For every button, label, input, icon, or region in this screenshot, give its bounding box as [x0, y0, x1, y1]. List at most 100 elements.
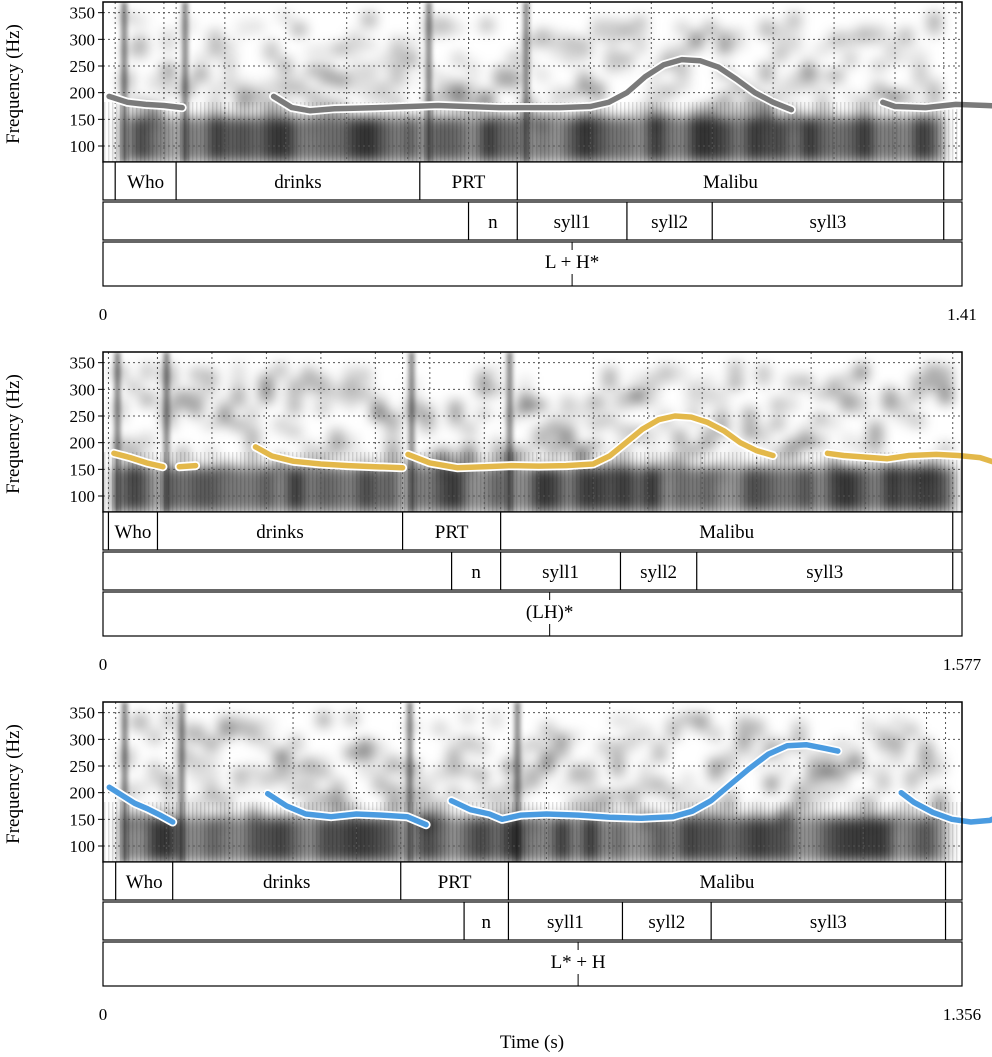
- tier-box: [102, 161, 963, 201]
- pitch-segment-5: [824, 450, 992, 465]
- y-axis-label: Frequency (Hz): [3, 24, 24, 144]
- tier-box: [102, 201, 963, 241]
- tier-label: drinks: [256, 522, 304, 543]
- tone-label: (LH)*: [526, 602, 573, 623]
- tier-label: drinks: [274, 172, 322, 193]
- x-axis: 0 1.356: [99, 1005, 981, 1024]
- tier-box: [102, 241, 963, 287]
- y-axis: 100 150 200 250 300 350 Frequency (Hz): [3, 704, 103, 856]
- y-tick-label: 150: [70, 460, 96, 479]
- y-tick-label: 250: [70, 407, 96, 426]
- tone-tier: (LH)*: [102, 591, 963, 637]
- annotation-tiers: Who drinks PRT Malibu n syll1 syll2 syll3 L* + H: [102, 861, 963, 987]
- pitch-contour: [104, 55, 992, 116]
- spectrogram: [103, 2, 962, 162]
- y-tick-label: 250: [70, 757, 96, 776]
- y-tick-label: 300: [70, 730, 96, 749]
- x-start-label: 0: [99, 655, 108, 674]
- tier-box: [102, 941, 963, 987]
- word-tier: Who drinks PRT Malibu: [102, 511, 963, 551]
- y-tick-label: 100: [70, 837, 96, 856]
- pitch-segment-1: [111, 450, 166, 470]
- pitch-contour: [109, 411, 992, 473]
- y-tick-label: 350: [70, 354, 96, 373]
- tone-label: L* + H: [551, 952, 606, 973]
- x-start-label: 0: [99, 1005, 108, 1024]
- y-tick-label: 200: [70, 784, 96, 803]
- y-tick-label: 350: [70, 704, 96, 723]
- tier-box: [102, 861, 963, 901]
- x-axis: 0 1.577: [99, 655, 982, 674]
- pitch-segment-3: [448, 741, 841, 823]
- spectrogram: [103, 702, 962, 862]
- grid: [103, 2, 962, 162]
- tier-label: syll1: [542, 562, 579, 583]
- pitch-segment-1: [106, 784, 176, 825]
- tier-label: Malibu: [699, 522, 754, 543]
- tone-label-bg: [544, 950, 613, 974]
- pitch-segment-4: [898, 789, 992, 825]
- y-tick-label: 300: [70, 380, 96, 399]
- x-end-label: 1.41: [947, 305, 977, 324]
- tier-label: Who: [114, 522, 151, 543]
- tier-label: PRT: [435, 522, 469, 543]
- y-tick-label: 350: [70, 4, 96, 23]
- annotation-tiers: Who drinks PRT Malibu n syll1 syll2 syll3 L + H*: [102, 161, 963, 287]
- x-end-label: 1.577: [943, 655, 982, 674]
- tier-label: Malibu: [700, 872, 755, 893]
- pitch-segment-1: [106, 93, 185, 111]
- tier-label: syll2: [640, 562, 677, 583]
- x-start-label: 0: [99, 305, 108, 324]
- pitch-segment-3: [252, 444, 406, 471]
- panel-2: 100 150 200 250 300 350 Frequency (Hz) Who drink…: [3, 351, 992, 674]
- tone-label-bg: [538, 250, 607, 274]
- y-tick-label: 250: [70, 57, 96, 76]
- pitch-segment-4: [405, 413, 776, 471]
- word-tier: Who drinks PRT Malibu: [102, 161, 963, 201]
- tier-box: [102, 901, 963, 941]
- tier-label: n: [482, 912, 492, 933]
- syllable-tier: n syll1 syll2 syll3: [102, 201, 963, 241]
- y-tick-label: 200: [70, 434, 96, 453]
- syllable-tier: n syll1 syll2 syll3: [102, 901, 963, 941]
- annotation-tiers: Who drinks PRT Malibu n syll1 syll2 syll3 (LH)*: [102, 511, 963, 637]
- tier-label: Who: [127, 172, 164, 193]
- y-tick-label: 100: [70, 137, 96, 156]
- tone-tier: L + H*: [102, 241, 963, 287]
- tier-label: PRT: [452, 172, 486, 193]
- syllable-tier: n syll1 syll2 syll3: [102, 551, 963, 591]
- tier-label: syll3: [809, 212, 846, 233]
- word-tier: Who drinks PRT Malibu: [102, 861, 963, 901]
- y-axis-label: Frequency (Hz): [3, 374, 24, 494]
- panel-3: 100 150 200 250 300 350 Frequency (Hz) Who drink…: [3, 701, 992, 1024]
- y-axis: 100 150 200 250 300 350 Frequency (Hz): [3, 4, 103, 156]
- tier-label: syll3: [810, 912, 847, 933]
- tier-label: n: [471, 562, 481, 583]
- y-tick-label: 150: [70, 110, 96, 129]
- tier-label: syll3: [806, 562, 843, 583]
- tone-label: L + H*: [545, 252, 599, 273]
- y-axis-label: Frequency (Hz): [3, 724, 24, 844]
- y-axis: 100 150 200 250 300 350 Frequency (Hz): [3, 354, 103, 506]
- tier-label: PRT: [438, 872, 472, 893]
- tier-box: [102, 551, 963, 591]
- y-tick-label: 100: [70, 487, 96, 506]
- tier-label: drinks: [263, 872, 311, 893]
- x-axis-label: Time (s): [500, 1032, 564, 1053]
- spectrogram: [103, 352, 962, 512]
- x-end-label: 1.356: [943, 1005, 981, 1024]
- grid: [103, 702, 962, 862]
- tier-label: syll2: [648, 912, 685, 933]
- tier-box: [102, 591, 963, 637]
- grid: [103, 352, 962, 512]
- y-tick-label: 200: [70, 84, 96, 103]
- tier-label: n: [488, 212, 498, 233]
- pitch-segment-2: [264, 790, 429, 828]
- tone-tier: L* + H: [102, 941, 963, 987]
- tier-label: Who: [126, 872, 163, 893]
- pitch-segment-3: [880, 99, 992, 111]
- tier-label: syll2: [651, 212, 688, 233]
- tone-label-bg: [515, 600, 584, 624]
- tier-label: syll1: [547, 912, 584, 933]
